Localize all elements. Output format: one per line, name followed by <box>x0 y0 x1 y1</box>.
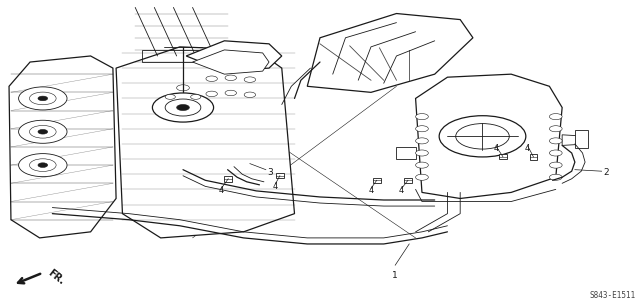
Circle shape <box>549 138 562 144</box>
Polygon shape <box>9 56 116 238</box>
Circle shape <box>206 91 218 97</box>
Polygon shape <box>415 74 562 199</box>
Polygon shape <box>186 41 282 71</box>
Circle shape <box>38 129 47 134</box>
Polygon shape <box>396 147 415 159</box>
Polygon shape <box>193 50 269 74</box>
Text: 4: 4 <box>399 186 404 196</box>
Circle shape <box>177 85 189 91</box>
Circle shape <box>38 96 47 101</box>
Circle shape <box>29 92 56 105</box>
Circle shape <box>29 159 56 171</box>
Polygon shape <box>307 13 473 92</box>
Circle shape <box>415 126 428 132</box>
Text: FR.: FR. <box>46 268 67 287</box>
Circle shape <box>244 77 255 82</box>
Circle shape <box>549 126 562 132</box>
Circle shape <box>244 92 255 98</box>
Circle shape <box>456 124 509 149</box>
Text: 3: 3 <box>268 168 273 177</box>
Bar <box>404 177 412 183</box>
Circle shape <box>19 87 67 110</box>
Bar <box>530 154 538 160</box>
Text: 4: 4 <box>273 182 278 191</box>
Polygon shape <box>575 130 588 148</box>
Circle shape <box>206 76 218 81</box>
Bar <box>225 176 232 181</box>
Text: 2: 2 <box>604 168 609 177</box>
Text: 1: 1 <box>392 271 398 280</box>
Text: 4: 4 <box>369 186 374 196</box>
Circle shape <box>415 150 428 156</box>
Bar <box>373 177 381 183</box>
Text: 4: 4 <box>219 186 224 196</box>
Circle shape <box>19 120 67 143</box>
Circle shape <box>165 99 201 116</box>
Circle shape <box>549 150 562 156</box>
Text: S843-E1511: S843-E1511 <box>589 291 636 300</box>
Polygon shape <box>116 47 294 238</box>
Bar <box>499 154 507 159</box>
Circle shape <box>165 95 175 99</box>
Circle shape <box>415 114 428 120</box>
Circle shape <box>225 90 237 96</box>
Circle shape <box>29 125 56 138</box>
Text: 4: 4 <box>525 144 531 153</box>
Circle shape <box>439 116 526 157</box>
Bar <box>276 173 284 178</box>
Circle shape <box>177 104 189 110</box>
Circle shape <box>19 154 67 177</box>
Circle shape <box>415 174 428 180</box>
Circle shape <box>549 162 562 168</box>
Circle shape <box>152 93 214 122</box>
Text: 4: 4 <box>493 144 499 153</box>
Circle shape <box>225 75 237 80</box>
Circle shape <box>415 162 428 168</box>
Circle shape <box>191 95 201 99</box>
Circle shape <box>415 138 428 144</box>
Circle shape <box>549 114 562 120</box>
Circle shape <box>38 163 47 167</box>
Circle shape <box>549 174 562 180</box>
